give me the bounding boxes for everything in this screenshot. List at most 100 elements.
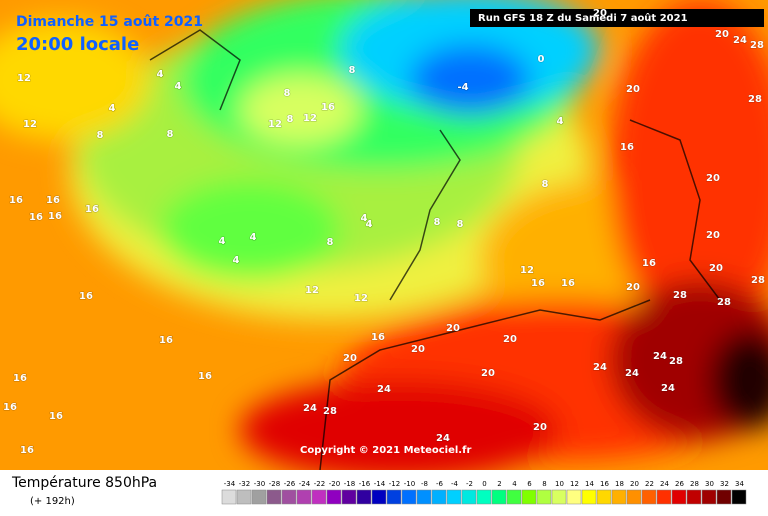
contour-label: 4 (109, 103, 116, 114)
scale-cell (446, 489, 462, 505)
run-banner (470, 9, 764, 27)
contour-label: 12 (354, 293, 368, 304)
contour-label: 16 (371, 332, 385, 343)
contour-label: 4 (250, 232, 257, 243)
lead-time: (+ 192h) (30, 496, 75, 507)
scale-cell (581, 489, 597, 505)
scale-label: 10 (555, 480, 564, 488)
scale-cell (431, 489, 447, 505)
scale-cell (266, 489, 282, 505)
scale-label: -30 (254, 480, 265, 488)
contour-label: 12 (268, 119, 282, 130)
scale-cell (371, 489, 387, 505)
scale-label: 22 (645, 480, 654, 488)
contour-label: 24 (661, 383, 675, 394)
scale-label: -12 (389, 480, 400, 488)
contour-label: 20 (411, 344, 425, 355)
scale-cell (461, 489, 477, 505)
scale-label: -16 (359, 480, 371, 488)
scale-label: 16 (600, 480, 609, 488)
scale-cell (731, 489, 747, 505)
contour-label: 16 (79, 291, 93, 302)
contour-label: 4 (557, 116, 564, 127)
scale-cell (611, 489, 627, 505)
scale-cell (551, 489, 567, 505)
contour-label: 28 (751, 275, 765, 286)
contour-label: 4 (233, 255, 240, 266)
scale-cell (716, 489, 732, 505)
contour-label: 8 (327, 237, 334, 248)
contour-label: 20 (481, 368, 495, 379)
scale-cell (386, 489, 402, 505)
contour-label: 20 (709, 263, 723, 274)
contour-label: 8 (97, 130, 104, 141)
contour-label: 8 (349, 65, 356, 76)
contour-label: 8 (542, 179, 549, 190)
scale-cell (506, 489, 522, 505)
contour-label: 20 (533, 422, 547, 433)
contour-label: 16 (9, 195, 23, 206)
scale-cell (341, 489, 357, 505)
contour-label: 16 (49, 411, 63, 422)
scale-label: -8 (421, 480, 428, 488)
field-title: Température 850hPa (11, 475, 157, 491)
scale-cell (476, 489, 492, 505)
contour-label: 16 (20, 445, 34, 456)
contour-label: 28 (323, 406, 337, 417)
scale-cell (566, 489, 582, 505)
contour-label: 24 (733, 35, 747, 46)
contour-label: 12 (303, 113, 317, 124)
contour-label: 20 (343, 353, 357, 364)
valid-time: 20:00 locale (16, 34, 139, 55)
contour-label: 12 (23, 119, 37, 130)
contour-label: 20 (626, 282, 640, 293)
scale-label: -22 (314, 480, 325, 488)
scale-cell (236, 489, 252, 505)
scale-cell (401, 489, 417, 505)
contour-label: 12 (520, 265, 534, 276)
scale-cell (326, 489, 342, 505)
contour-label: 20 (593, 8, 607, 19)
scale-label: -34 (224, 480, 236, 488)
temperature-field (0, 0, 768, 480)
scale-label: 26 (675, 480, 684, 488)
scale-label: -6 (436, 480, 444, 488)
contour-label: 28 (750, 40, 764, 51)
scale-label: -4 (451, 480, 459, 488)
contour-label: 16 (3, 402, 17, 413)
contour-label: 28 (748, 94, 762, 105)
scale-cell (311, 489, 327, 505)
scale-label: -24 (299, 480, 311, 488)
scale-label: 20 (630, 480, 639, 488)
scale-label: 18 (615, 480, 624, 488)
valid-date: Dimanche 15 août 2021 (16, 14, 203, 30)
contour-label: 16 (642, 258, 656, 269)
scale-label: 4 (512, 480, 517, 488)
contour-label: 20 (706, 173, 720, 184)
contour-label: 16 (159, 335, 173, 346)
scale-label: -32 (239, 480, 250, 488)
contour-label: 8 (287, 114, 294, 125)
scale-cell (521, 489, 537, 505)
contour-label: 16 (48, 211, 62, 222)
scale-label: 24 (660, 480, 669, 488)
scale-cell (626, 489, 642, 505)
scale-label: -28 (269, 480, 280, 488)
scale-cell (221, 489, 237, 505)
contour-label: 8 (167, 129, 174, 140)
contour-label: 4 (157, 69, 164, 80)
scale-label: -26 (284, 480, 296, 488)
contour-label: 20 (446, 323, 460, 334)
scale-cell (701, 489, 717, 505)
color-scale: -34 -32 -30 -28 -26 -24 -22 -20 -18 -16 -14 -12 -10-… (221, 480, 747, 505)
scale-cell (281, 489, 297, 505)
scale-label: -2 (466, 480, 473, 488)
scale-cell (656, 489, 672, 505)
scale-label: 8 (542, 480, 546, 488)
scale-cell (416, 489, 432, 505)
contour-label: 24 (593, 362, 607, 373)
contour-label: 20 (715, 29, 729, 40)
contour-label: 20 (503, 334, 517, 345)
scale-cell (671, 489, 687, 505)
contour-label: 16 (531, 278, 545, 289)
